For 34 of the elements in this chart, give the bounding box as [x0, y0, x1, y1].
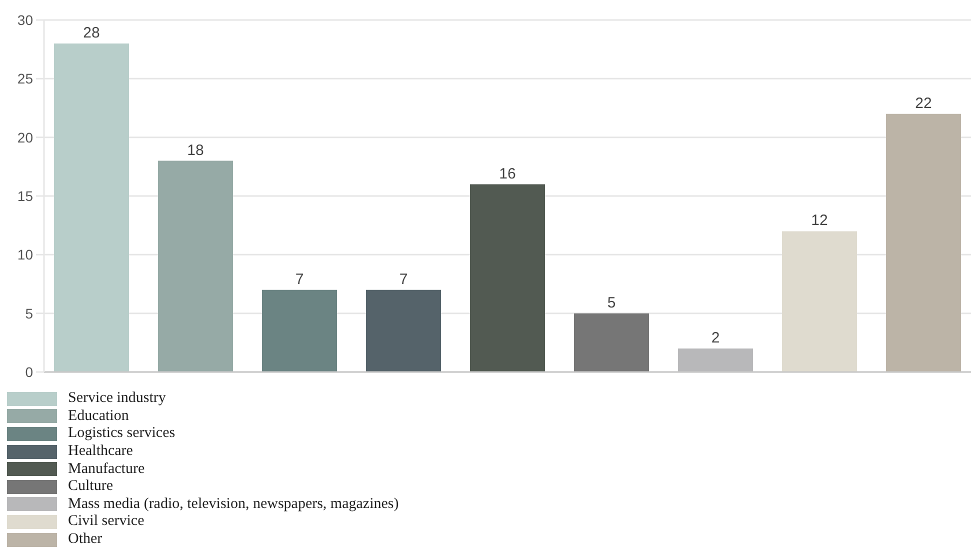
bar [886, 114, 961, 372]
legend-label: Culture [68, 478, 113, 496]
data-label: 22 [915, 94, 932, 112]
data-label: 12 [811, 212, 828, 230]
legend-label: Education [68, 408, 129, 425]
bar [262, 290, 337, 372]
data-label: 2 [711, 330, 720, 347]
bar [158, 160, 233, 372]
legend-label: Other [68, 531, 102, 548]
y-tick-label: 30 [17, 12, 34, 28]
legend-label: Healthcare [68, 443, 133, 460]
legend-label: Service industry [68, 390, 166, 408]
y-tick-label: 10 [17, 246, 34, 263]
legend-label: Mass media (radio, television, newspapers, magazines) [68, 496, 399, 513]
y-tick-label: 15 [17, 188, 34, 204]
bar [470, 184, 545, 372]
legend-label: Manufacture [68, 460, 145, 478]
bar [54, 43, 129, 372]
bar [366, 290, 441, 372]
legend-label: Logistics services [68, 425, 176, 442]
data-label: 28 [83, 24, 100, 42]
y-tick-label: 0 [25, 364, 34, 380]
data-label: 18 [187, 142, 204, 159]
y-tick-label: 25 [17, 70, 34, 87]
data-label: 7 [399, 270, 408, 288]
data-label: 16 [499, 165, 516, 182]
y-tick-label: 5 [25, 305, 34, 322]
data-label: 5 [607, 294, 616, 312]
bar [678, 348, 753, 372]
legend-label: Civil service [68, 513, 144, 530]
y-tick-label: 20 [17, 129, 34, 146]
data-label: 7 [295, 270, 304, 288]
bar [782, 231, 857, 372]
bar [574, 313, 649, 372]
